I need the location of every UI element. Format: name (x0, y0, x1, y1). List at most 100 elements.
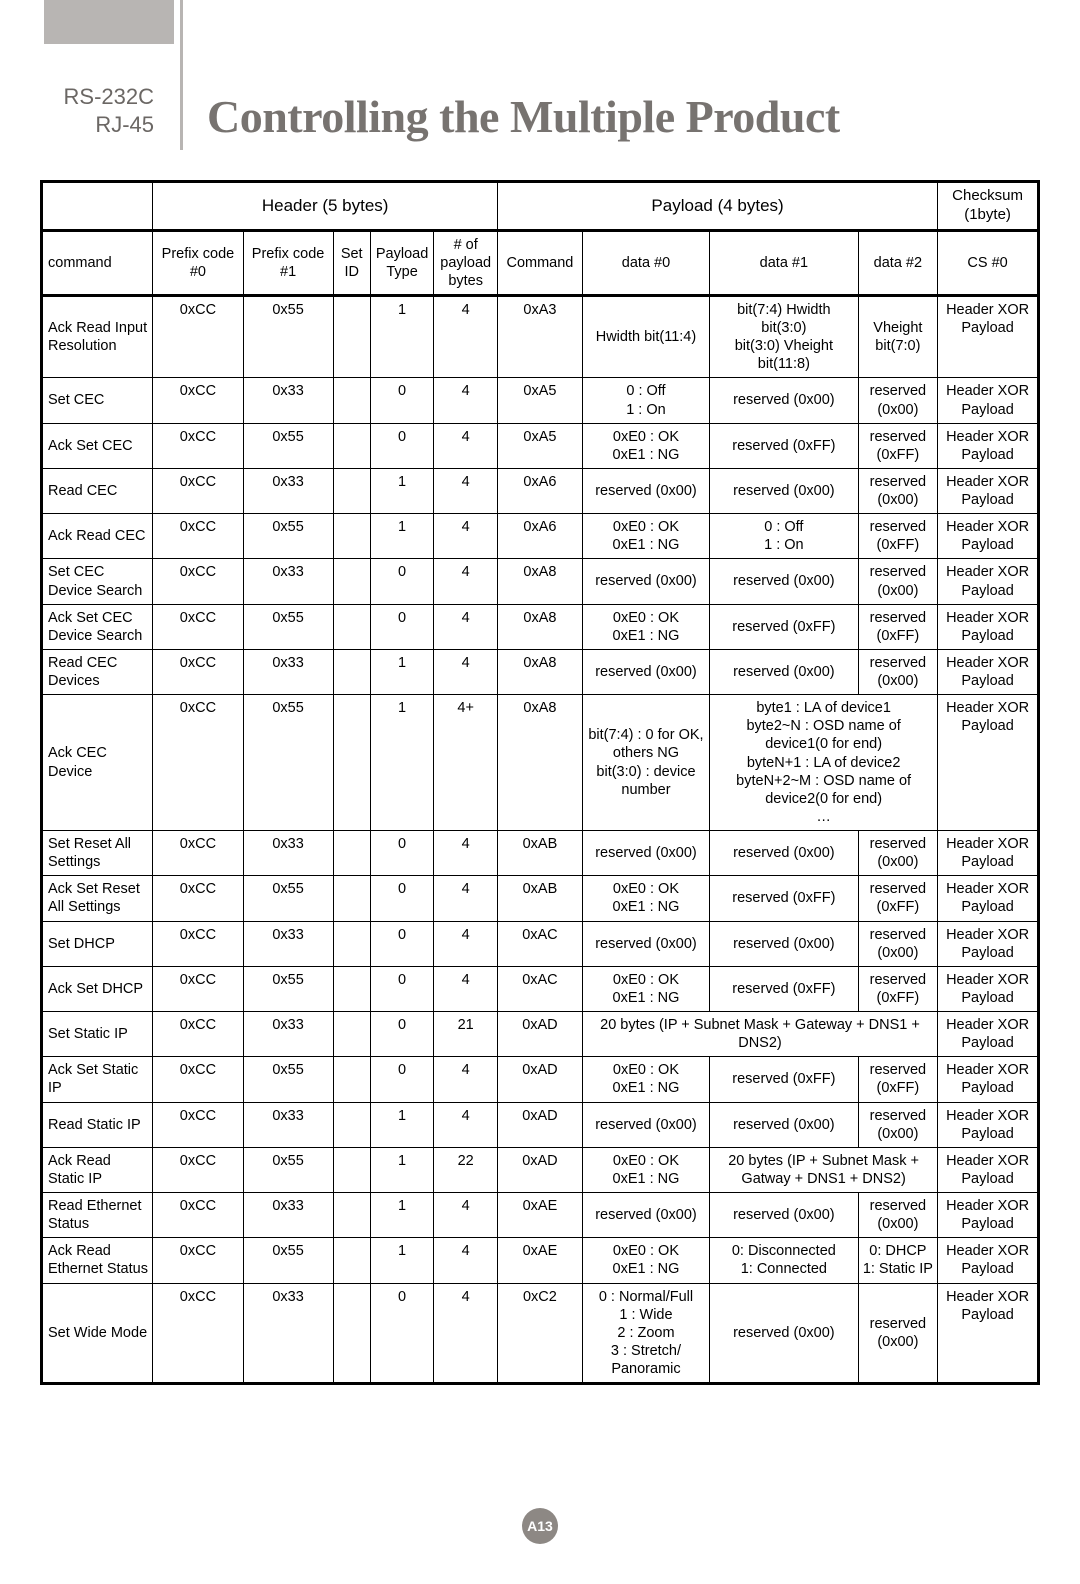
cell-nb: 4 (434, 921, 498, 966)
cell-cs: Header XOR Payload (938, 1012, 1039, 1057)
cell-p0: 0xCC (153, 695, 243, 831)
cell-p0: 0xCC (153, 649, 243, 694)
cell-command: Ack Set Reset All Settings (42, 876, 153, 921)
cell-sid (333, 378, 370, 423)
cell-pc: 0xAB (498, 876, 583, 921)
cell-pt: 0 (370, 604, 434, 649)
cell-d0: 0xE0 : OK0xE1 : NG (582, 876, 709, 921)
cell-cs: Header XOR Payload (938, 876, 1039, 921)
table-row: Set DHCP0xCC0x33040xACreserved (0x00)res… (42, 921, 1039, 966)
cell-p1: 0x55 (243, 1147, 333, 1192)
cell-p0: 0xCC (153, 295, 243, 378)
table-row: Set CEC Device Search0xCC0x33040xA8reser… (42, 559, 1039, 604)
cell-cs: Header XOR Payload (938, 1283, 1039, 1384)
cell-nb: 4 (434, 831, 498, 876)
cell-d0: reserved (0x00) (582, 1193, 709, 1238)
cell-command: Read Static IP (42, 1102, 153, 1147)
cell-pt: 0 (370, 831, 434, 876)
cell-cs: Header XOR Payload (938, 1057, 1039, 1102)
cell-sid (333, 1283, 370, 1384)
cell-d1span: 20 bytes (IP + Subnet Mask + Gatway + DN… (710, 1147, 938, 1192)
cell-cs: Header XOR Payload (938, 514, 1039, 559)
cell-p1: 0x33 (243, 559, 333, 604)
cell-p1: 0x33 (243, 378, 333, 423)
table-row: Read CEC Devices0xCC0x33140xA8reserved (… (42, 649, 1039, 694)
cell-p1: 0x33 (243, 921, 333, 966)
cell-p1: 0x55 (243, 876, 333, 921)
cell-d0: Hwidth bit(11:4) (582, 295, 709, 378)
cell-d0: 0xE0 : OK0xE1 : NG (582, 1057, 709, 1102)
cell-pc: 0xAC (498, 966, 583, 1011)
table-row: Read CEC0xCC0x33140xA6reserved (0x00)res… (42, 468, 1039, 513)
cell-command: Ack Set CEC Device Search (42, 604, 153, 649)
cell-command: Set CEC Device Search (42, 559, 153, 604)
cell-command: Ack Set CEC (42, 423, 153, 468)
cell-pc: 0xAD (498, 1147, 583, 1192)
cell-p1: 0x55 (243, 423, 333, 468)
cell-pt: 0 (370, 876, 434, 921)
page-title: Controlling the Multiple Product (207, 60, 840, 143)
table-row: Set Reset All Settings0xCC0x33040xABrese… (42, 831, 1039, 876)
cell-d0: 0xE0 : OK0xE1 : NG (582, 1238, 709, 1283)
cell-p0: 0xCC (153, 1057, 243, 1102)
cell-d0: 0xE0 : OK0xE1 : NG (582, 1147, 709, 1192)
cell-command: Set Reset All Settings (42, 831, 153, 876)
cell-pc: 0xAD (498, 1057, 583, 1102)
cell-pt: 0 (370, 559, 434, 604)
cell-d2: reserved (0xFF) (858, 604, 938, 649)
table-row: Set CEC0xCC0x33040xA50 : Off1 : Onreserv… (42, 378, 1039, 423)
cell-pt: 0 (370, 966, 434, 1011)
cell-command: Ack Read Ethernet Status (42, 1238, 153, 1283)
th-pcommand: Command (498, 230, 583, 295)
cell-d2: reserved (0x00) (858, 1283, 938, 1384)
cell-d0: reserved (0x00) (582, 468, 709, 513)
cell-d2: Vheight bit(7:0) (858, 295, 938, 378)
cell-cs: Header XOR Payload (938, 831, 1039, 876)
cell-d2: reserved (0x00) (858, 831, 938, 876)
cell-nb: 4 (434, 604, 498, 649)
cell-p0: 0xCC (153, 559, 243, 604)
cell-pt: 1 (370, 1193, 434, 1238)
table-row: Ack Set Reset All Settings0xCC0x55040xAB… (42, 876, 1039, 921)
command-table: Header (5 bytes) Payload (4 bytes) Check… (40, 180, 1040, 1385)
cell-pt: 0 (370, 378, 434, 423)
cell-p1: 0x55 (243, 695, 333, 831)
cell-sid (333, 695, 370, 831)
cell-d2: 0: DHCP1: Static IP (858, 1238, 938, 1283)
cell-pt: 1 (370, 1238, 434, 1283)
cell-pt: 1 (370, 468, 434, 513)
cell-d0: reserved (0x00) (582, 649, 709, 694)
cell-cs: Header XOR Payload (938, 649, 1039, 694)
cell-nb: 21 (434, 1012, 498, 1057)
cell-d1span: byte1 : LA of device1byte2~N : OSD name … (710, 695, 938, 831)
sidebar-line1: RS-232C (40, 84, 154, 110)
cell-d0span: 20 bytes (IP + Subnet Mask + Gateway + D… (582, 1012, 937, 1057)
cell-d0: 0 : Normal/Full1 : Wide2 : Zoom3 : Stret… (582, 1283, 709, 1384)
th-d2: data #2 (858, 230, 938, 295)
th-d1: data #1 (710, 230, 859, 295)
cell-cs: Header XOR Payload (938, 295, 1039, 378)
table-row: Set Wide Mode0xCC0x33040xC20 : Normal/Fu… (42, 1283, 1039, 1384)
table-row: Ack Read Static IP0xCC0x551220xAD0xE0 : … (42, 1147, 1039, 1192)
cell-sid (333, 468, 370, 513)
cell-p0: 0xCC (153, 604, 243, 649)
cell-pt: 0 (370, 423, 434, 468)
cell-p1: 0x55 (243, 966, 333, 1011)
table-row: Read Static IP0xCC0x33140xADreserved (0x… (42, 1102, 1039, 1147)
cell-command: Read CEC Devices (42, 649, 153, 694)
cell-p0: 0xCC (153, 921, 243, 966)
cell-command: Read Ethernet Status (42, 1193, 153, 1238)
cell-nb: 4 (434, 966, 498, 1011)
cell-sid (333, 831, 370, 876)
cell-p0: 0xCC (153, 831, 243, 876)
cell-pc: 0xA5 (498, 378, 583, 423)
cell-p0: 0xCC (153, 1102, 243, 1147)
cell-cs: Header XOR Payload (938, 695, 1039, 831)
cell-d0: 0xE0 : OK0xE1 : NG (582, 966, 709, 1011)
cell-d0: bit(7:4) : 0 for OK, others NGbit(3:0) :… (582, 695, 709, 831)
cell-p0: 0xCC (153, 1283, 243, 1384)
th-group-payload: Payload (4 bytes) (498, 182, 938, 231)
cell-sid (333, 423, 370, 468)
table-body: Ack Read Input Resolution0xCC0x55140xA3H… (42, 295, 1039, 1383)
cell-pc: 0xA8 (498, 649, 583, 694)
